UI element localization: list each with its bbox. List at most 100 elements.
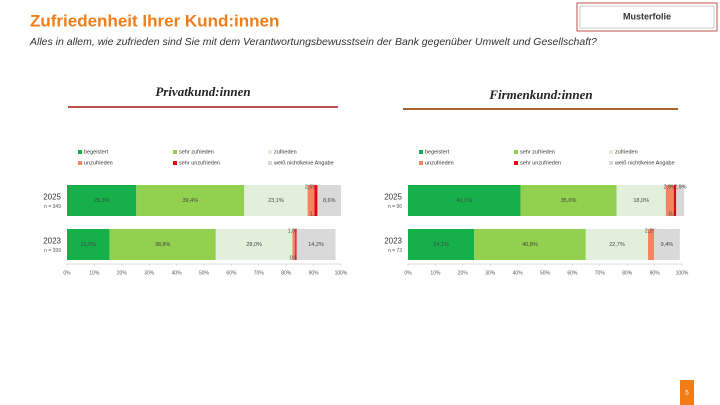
- legend-swatch: [78, 161, 82, 165]
- x-tick-label: 90%: [650, 270, 661, 276]
- category-label: 2023: [384, 237, 402, 246]
- value-label: 2,9%: [674, 184, 687, 190]
- x-tick-label: 50%: [199, 270, 210, 276]
- tag-inner: [579, 5, 715, 29]
- bar-segment: [109, 229, 216, 260]
- bar-segment: [665, 185, 674, 216]
- x-tick-label: 0%: [404, 270, 412, 276]
- value-label: 38,8%: [155, 242, 171, 248]
- value-label: 25,3%: [94, 198, 110, 204]
- legend-label: zufrieden: [274, 149, 297, 155]
- page-number-box: [680, 380, 694, 405]
- legend-swatch: [268, 161, 272, 165]
- category-note: n = 96: [388, 204, 402, 210]
- value-label: 28,0%: [246, 242, 262, 248]
- chart-title: Firmenkund:innen: [488, 87, 592, 102]
- value-label: 0,5%: [290, 255, 303, 261]
- chart-title: Privatkund:innen: [155, 84, 250, 99]
- bar-segment: [314, 185, 318, 216]
- legend-label: unzufrieden: [84, 160, 113, 166]
- bar-segment: [67, 185, 137, 216]
- bar-segment: [648, 229, 655, 260]
- value-label: 23,1%: [268, 198, 284, 204]
- x-tick-label: 100%: [335, 270, 348, 276]
- bar-segment: [244, 185, 308, 216]
- bar-segment: [520, 185, 617, 216]
- value-label: 2,2%: [645, 228, 658, 234]
- x-tick-label: 30%: [485, 270, 496, 276]
- value-label: 0,9%: [669, 211, 682, 217]
- x-tick-label: 10%: [89, 270, 100, 276]
- x-tick-label: 70%: [595, 270, 606, 276]
- x-tick-label: 60%: [226, 270, 237, 276]
- bar-segment: [474, 229, 586, 260]
- bar-segment: [296, 229, 336, 260]
- legend-label: begeistert: [425, 149, 450, 155]
- x-tick-label: 70%: [254, 270, 265, 276]
- slide-title: Zufriedenheit Ihrer Kund:innen: [30, 11, 279, 30]
- category-note: n = 73: [388, 248, 402, 254]
- x-tick-label: 40%: [172, 270, 183, 276]
- legend-swatch: [78, 150, 82, 154]
- x-tick-label: 60%: [567, 270, 578, 276]
- bar-segment: [654, 229, 680, 260]
- value-label: 39,4%: [182, 198, 198, 204]
- legend-label: sehr zufrieden: [179, 149, 214, 155]
- value-label: 18,0%: [633, 198, 649, 204]
- x-tick-label: 80%: [281, 270, 292, 276]
- value-label: 24,1%: [433, 242, 449, 248]
- value-label: 2,9%: [664, 184, 677, 190]
- page-number: 5: [685, 391, 689, 397]
- legend-swatch: [514, 150, 518, 154]
- legend-label: sehr unzufrieden: [520, 160, 561, 166]
- category-label: 2025: [384, 193, 402, 202]
- legend-swatch: [514, 161, 518, 165]
- x-tick-label: 10%: [430, 270, 441, 276]
- value-label: 35,0%: [561, 198, 577, 204]
- bar-segment: [292, 229, 296, 260]
- x-tick-label: 40%: [513, 270, 524, 276]
- category-label: 2023: [43, 237, 61, 246]
- x-tick-label: 100%: [676, 270, 689, 276]
- legend-label: begeistert: [84, 149, 109, 155]
- legend-label: weiß nicht/keine Angabe: [273, 160, 334, 166]
- x-tick-label: 30%: [144, 270, 155, 276]
- value-label: 22,7%: [609, 242, 625, 248]
- value-label: 1,0%: [288, 228, 301, 234]
- x-tick-label: 20%: [458, 270, 469, 276]
- legend-swatch: [173, 161, 177, 165]
- bar-segment: [136, 185, 245, 216]
- legend-swatch: [173, 150, 177, 154]
- x-tick-label: 90%: [309, 270, 320, 276]
- bar-segment: [585, 229, 649, 260]
- value-label: 2,5%: [305, 184, 318, 190]
- value-label: 14,2%: [308, 242, 324, 248]
- x-tick-label: 50%: [540, 270, 551, 276]
- value-label: 41,1%: [457, 198, 473, 204]
- legend-swatch: [419, 150, 423, 154]
- tag-label: Musterfolie: [623, 11, 671, 21]
- legend-swatch: [268, 150, 272, 154]
- legend-label: sehr unzufrieden: [179, 160, 220, 166]
- legend-label: unzufrieden: [425, 160, 454, 166]
- value-label: 9,4%: [661, 242, 674, 248]
- legend-swatch: [419, 161, 423, 165]
- bar-segment: [408, 185, 521, 216]
- bar-segment: [215, 229, 293, 260]
- value-label: 1,1%: [310, 211, 323, 217]
- legend-swatch: [609, 150, 613, 154]
- category-label: 2025: [43, 193, 61, 202]
- value-label: 40,8%: [522, 242, 538, 248]
- bar-segment: [616, 185, 666, 216]
- legend-label: weiß nicht/keine Angabe: [614, 160, 675, 166]
- category-note: n = 349: [44, 204, 61, 210]
- legend-label: zufrieden: [615, 149, 638, 155]
- value-label: 15,5%: [80, 242, 96, 248]
- bar-segment: [673, 185, 677, 216]
- bar-segment: [408, 229, 475, 260]
- x-tick-label: 0%: [63, 270, 71, 276]
- category-note: n = 399: [44, 248, 61, 254]
- slide-subtitle: Alles in allem, wie zufrieden sind Sie m…: [29, 36, 597, 48]
- x-tick-label: 20%: [117, 270, 128, 276]
